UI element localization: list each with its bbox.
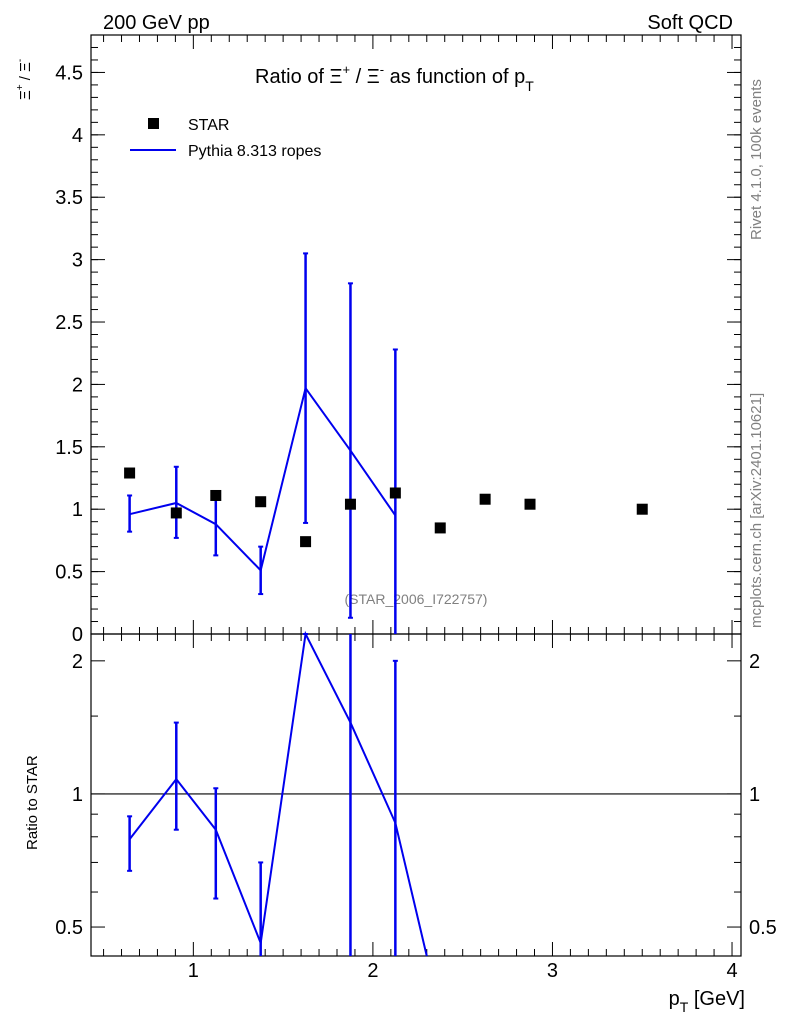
top-ytick-label: 4.5: [55, 62, 83, 84]
star-point: [636, 503, 648, 515]
top-ytick-label: 1: [72, 499, 83, 521]
ratio-line: [128, 630, 428, 957]
xtick-label: 4: [726, 960, 737, 982]
star-point: [479, 493, 491, 505]
top-ytick-label: 0: [72, 624, 83, 646]
legend-pythia-label: Pythia 8.313 ropes: [188, 143, 321, 160]
ratio-ytick-label: 1: [72, 784, 83, 806]
header-right: Soft QCD: [647, 12, 733, 34]
star-point: [124, 467, 136, 479]
star-point: [170, 507, 182, 519]
mcplots-label: mcplots.cern.ch [arXiv:2401.10621]: [748, 393, 765, 628]
ratio-ytick-label: 0.5: [55, 917, 83, 939]
star-point: [344, 498, 356, 510]
star-point: [389, 487, 401, 499]
chart-title: Ratio of Ξ+ / Ξ- as function of pT: [255, 62, 534, 94]
top-ylabel: Ξ+ / Ξ-: [15, 59, 34, 100]
watermark: (STAR_2006_I722757): [345, 591, 488, 607]
legend-star-marker: [148, 118, 159, 129]
star-point: [300, 536, 312, 548]
star-point: [524, 498, 536, 510]
ratio-ytick-label-right: 1: [749, 784, 760, 806]
top-ytick-label: 0.5: [55, 562, 83, 584]
ratio-ylabel: Ratio to STAR: [24, 755, 41, 850]
legend: STAR Pythia 8.313 ropes: [130, 117, 321, 160]
xtick-label: 1: [188, 960, 199, 982]
bottom-frame: [90, 633, 742, 957]
xtick-label: 3: [547, 960, 558, 982]
ratio-ytick-label: 2: [72, 651, 83, 673]
mc-line: [129, 385, 397, 573]
top-ytick-label: 2.5: [55, 312, 83, 334]
top-ytick-label: 3: [72, 250, 83, 272]
header-left: 200 GeV pp: [103, 12, 210, 34]
ratio-ytick-label-right: 0.5: [749, 917, 777, 939]
rivet-label: Rivet 4.1.0, 100k events: [748, 79, 765, 240]
xtick-label: 2: [367, 960, 378, 982]
star-point: [210, 489, 222, 501]
star-point: [255, 496, 267, 508]
top-ytick-label: 2: [72, 374, 83, 396]
top-ytick-label: 3.5: [55, 187, 83, 209]
legend-star-label: STAR: [188, 117, 229, 134]
star-point: [434, 522, 446, 534]
ratio-ytick-label-right: 2: [749, 651, 760, 673]
xlabel: pT [GeV]: [669, 988, 745, 1015]
top-ytick-label: 1.5: [55, 437, 83, 459]
top-ytick-label: 4: [72, 125, 83, 147]
